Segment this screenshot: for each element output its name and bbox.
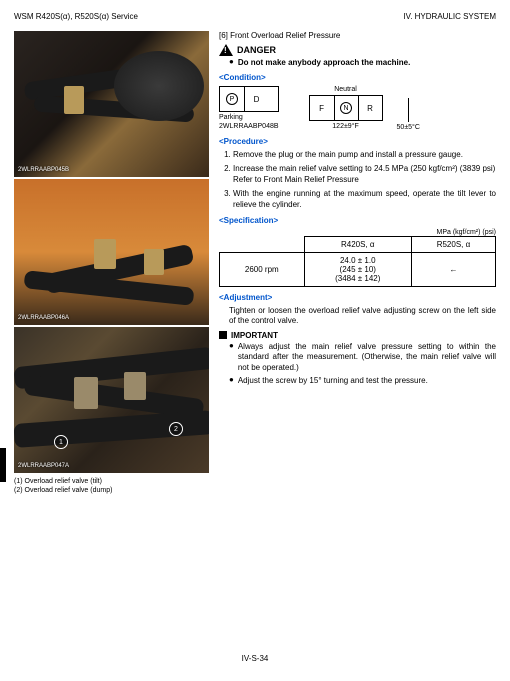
header-right: IV. HYDRAULIC SYSTEM [403, 12, 496, 21]
temp-c: 50±5°C [397, 124, 420, 131]
important-label: IMPORTANT [231, 331, 278, 340]
condition-right: Neutral F N R 122±9°F 50±5°C [309, 86, 420, 131]
photo-1-label: 2WLRRAABP045B [18, 167, 69, 173]
cond-cell-n: N [340, 102, 352, 114]
proc-step-3: With the engine running at the maximum s… [233, 189, 496, 210]
spec-val-2: ← [411, 252, 495, 286]
photo-1: 2WLRRAABP045B [14, 31, 209, 177]
left-column: 2WLRRAABP045B 2WLRRAABP046A 1 2 2WLRRAAB… [14, 31, 209, 495]
section-title: [6] Front Overload Relief Pressure [219, 31, 496, 40]
spec-val-1: 24.0 ± 1.0 (245 ± 10) (3484 ± 142) [304, 252, 411, 286]
caption-2: (2) Overload relief valve (dump) [14, 486, 209, 495]
important-item-1: ● Always adjust the main relief valve pr… [229, 342, 496, 373]
spec-table: R420S, α R520S, α 2600 rpm 24.0 ± 1.0 (2… [219, 236, 496, 287]
spec-row-label: 2600 rpm [220, 252, 305, 286]
important-text-2: Adjust the screw by 15° turning and test… [238, 376, 428, 386]
important-item-2: ● Adjust the screw by 15° turning and te… [229, 376, 496, 386]
danger-label: DANGER [237, 45, 276, 55]
cond-cell-d: D [244, 87, 268, 111]
adjustment-head: <Adjustment> [219, 293, 496, 302]
proc-step-2: Increase the main relief valve setting t… [233, 164, 496, 185]
content: 2WLRRAABP045B 2WLRRAABP046A 1 2 2WLRRAAB… [14, 31, 496, 495]
condition-right-box: F N R [309, 95, 383, 121]
danger-text: Do not make anybody approach the machine… [238, 58, 410, 67]
photo-captions: (1) Overload relief valve (tilt) (2) Ove… [14, 477, 209, 495]
adjustment-text: Tighten or loosen the overload relief va… [219, 306, 496, 327]
page-header: WSM R420S(α), R520S(α) Service IV. HYDRA… [14, 12, 496, 21]
spec-col-1: R420S, α [304, 236, 411, 252]
danger-heading: DANGER [219, 44, 496, 56]
danger-bullet: ● Do not make anybody approach the machi… [229, 58, 496, 67]
right-column: [6] Front Overload Relief Pressure DANGE… [219, 31, 496, 495]
warning-triangle-icon [219, 44, 233, 56]
page-number: IV-S-34 [0, 654, 510, 663]
temp-f: 122±9°F [332, 123, 359, 130]
cond-cell-p: P [226, 93, 238, 105]
condition-left-box: P D [219, 86, 279, 112]
photo-3: 1 2 2WLRRAABP047A [14, 327, 209, 473]
spec-col-2: R520S, α [411, 236, 495, 252]
proc-step-1: Remove the plug or the main pump and ins… [233, 150, 496, 160]
header-left: WSM R420S(α), R520S(α) Service [14, 12, 138, 21]
condition-left: P D Parking 2WLRRAABP048B [219, 86, 279, 130]
important-heading: IMPORTANT [219, 331, 496, 340]
photo-2: 2WLRRAABP046A [14, 179, 209, 325]
caption-1: (1) Overload relief valve (tilt) [14, 477, 209, 486]
photo-3-label: 2WLRRAABP047A [18, 463, 69, 469]
bullet-icon: ● [229, 376, 234, 386]
important-text-1: Always adjust the main relief valve pres… [238, 342, 496, 373]
bullet-icon: ● [229, 58, 234, 67]
bullet-icon: ● [229, 342, 234, 373]
square-icon [219, 331, 227, 339]
spec-unit: MPa (kgf/cm²) (psi) [219, 229, 496, 236]
neutral-label: Neutral [334, 86, 357, 93]
condition-row: P D Parking 2WLRRAABP048B Neutral F N R … [219, 86, 496, 131]
procedure-head: <Procedure> [219, 137, 496, 146]
procedure-list: Remove the plug or the main pump and ins… [219, 150, 496, 210]
photo-2-label: 2WLRRAABP046A [18, 315, 69, 321]
cond-cell-f: F [310, 96, 334, 120]
condition-code: 2WLRRAABP048B [219, 123, 279, 130]
specification-head: <Specification> [219, 216, 496, 225]
cond-cell-r: R [358, 96, 382, 120]
side-tab [0, 448, 6, 482]
cond-parking-label: Parking [219, 114, 279, 121]
condition-head: <Condition> [219, 73, 496, 82]
